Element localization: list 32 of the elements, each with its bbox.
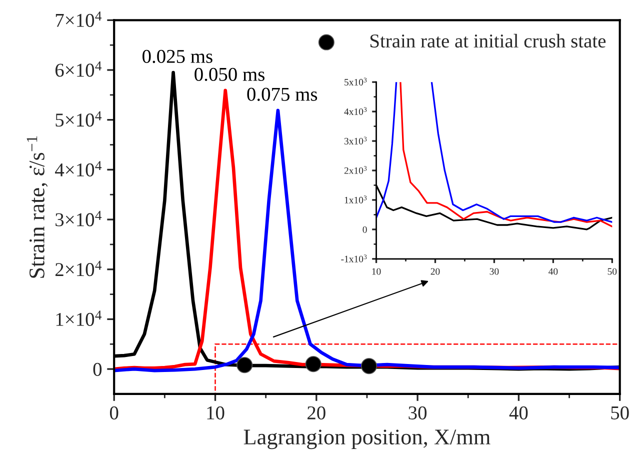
y-tick-label: 1x10$^{3}$ [344,196,367,204]
y-tick-label: 7×10$^{4}$ [56,12,102,27]
x-tick-label: 50 [608,268,617,275]
y-tick-label: 0 [362,226,367,233]
y-tick-label: 3x10$^{3}$ [344,136,367,144]
x-tick-label: 0 [110,406,118,420]
y-tick-label: 4×10$^{4}$ [55,161,102,176]
x-tick-label: 20 [308,406,326,420]
x-tick-label: 40 [548,268,558,275]
annotation: 0.025 ms [142,50,212,64]
y-tick-label: 0 [93,362,102,376]
x-tick-label: 30 [408,406,427,420]
x-tick-label: 40 [509,406,528,420]
y-tick-label: 5×10$^{4}$ [56,111,102,127]
annotation: 0.050 ms [194,68,264,82]
y-axis-title: Strain rate, ε̇/s$^{−1}$ [26,136,48,278]
y-tick-label: 6×10$^{4}$ [55,61,102,77]
annotation: 0.075 ms [247,88,318,101]
y-tick-label: 3×10$^{4}$ [56,210,102,226]
y-tick-label: 2×10$^{4}$ [56,260,102,276]
y-tick-label: 5x10$^{3}$ [344,78,367,86]
y-tick-label: 2x10$^{3}$ [344,166,367,174]
x-tick-label: 50 [611,406,629,420]
x-tick-label: 10 [207,406,224,420]
x-tick-label: 20 [430,268,440,275]
x-tick-label: 10 [372,268,381,275]
x-axis-title: Lagrangion position, X/mm [244,430,490,450]
y-tick-label: -1x10$^{3}$ [341,254,367,262]
y-tick-label: 1×10$^{4}$ [56,310,102,326]
y-tick-label: 4x10$^{3}$ [344,107,367,115]
x-tick-label: 30 [490,268,499,275]
legend-label: Strain rate at initial crush state [370,34,606,48]
